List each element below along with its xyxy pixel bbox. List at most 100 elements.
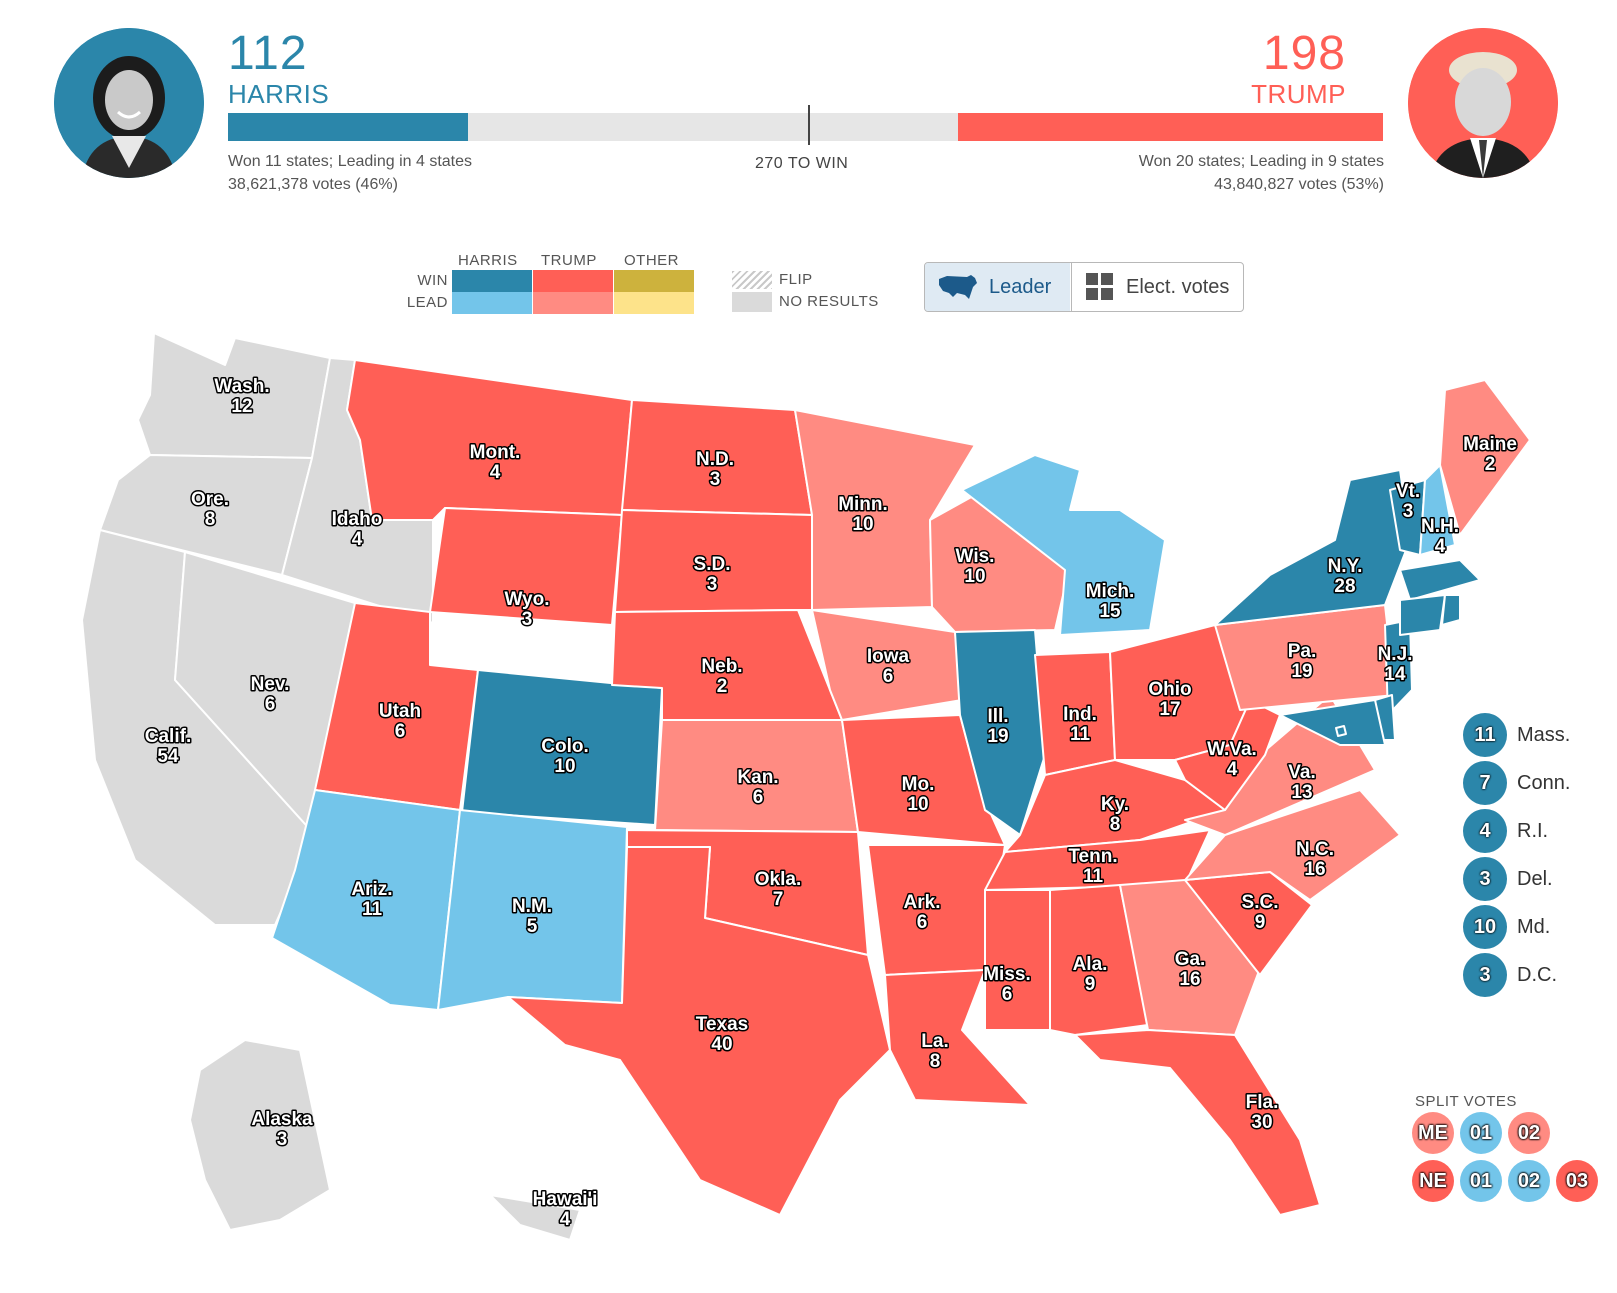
- state-label-n-h: N.H.: [1421, 516, 1459, 537]
- state-label-ark: Ark.: [904, 892, 941, 913]
- state-n-h[interactable]: [1419, 464, 1456, 556]
- split-vote-label: 02: [1517, 1121, 1541, 1144]
- state-label-n-j: N.J.: [1378, 644, 1413, 665]
- small-state-name: Mass.: [1517, 723, 1571, 746]
- small-state-row-del[interactable]: 3 Del.: [1463, 857, 1553, 901]
- state-ev-mo: 10: [907, 794, 928, 815]
- state-hawai-i[interactable]: [489, 1194, 581, 1241]
- state-wyo[interactable]: [429, 507, 623, 626]
- state-miss[interactable]: [984, 889, 1051, 1031]
- trump-portrait-icon: [1408, 28, 1558, 178]
- state-md[interactable]: [1279, 699, 1386, 746]
- state-mont[interactable]: [346, 359, 633, 521]
- small-state-ev: 3: [1479, 867, 1491, 890]
- state-mich[interactable]: [961, 454, 1166, 636]
- legend-no-results-swatch: [732, 292, 772, 312]
- state-label-ore: Ore.: [191, 489, 229, 510]
- state-label-w-va: W.Va.: [1207, 739, 1257, 760]
- state-ev-la: 8: [930, 1051, 941, 1072]
- state-ev-wis: 10: [964, 566, 985, 587]
- leader-view-button[interactable]: Leader: [925, 263, 1070, 311]
- small-state-row-r-i[interactable]: 4 R.I.: [1463, 809, 1548, 853]
- state-label-ariz: Ariz.: [351, 879, 392, 900]
- state-label-n-m: N.M.: [512, 896, 552, 917]
- state-r-i[interactable]: [1441, 594, 1461, 626]
- small-state-ev: 3: [1479, 963, 1491, 986]
- state-ev-pa: 19: [1291, 661, 1312, 682]
- trump-votes: 43,840,827 votes (53%): [1214, 176, 1384, 193]
- state-label-mo: Mo.: [902, 774, 935, 795]
- state-ev-mich: 15: [1099, 601, 1121, 622]
- state-maine[interactable]: [1439, 379, 1531, 536]
- state-ev-iowa: 6: [883, 666, 894, 687]
- state-alaska[interactable]: [189, 1039, 331, 1231]
- state-label-s-d: S.D.: [694, 554, 731, 575]
- state-label-mont: Mont.: [470, 442, 521, 463]
- state-ev-ala: 9: [1085, 974, 1096, 995]
- state-ev-n-y: 28: [1334, 576, 1355, 597]
- split-vote-me-me[interactable]: ME: [1412, 1112, 1454, 1154]
- state-ev-maine: 2: [1485, 454, 1496, 475]
- state-texas[interactable]: [507, 846, 891, 1216]
- legend-trump-lead-swatch: [533, 292, 613, 314]
- state-w-va[interactable]: [1174, 699, 1281, 811]
- legend-trump-header: TRUMP: [541, 252, 597, 269]
- state-ev-hawai-i: 4: [560, 1209, 571, 1230]
- split-vote-ne-02[interactable]: 02: [1508, 1160, 1550, 1202]
- state-ev-colo: 10: [554, 756, 575, 777]
- small-state-ev-circle: 10: [1463, 905, 1507, 949]
- state-label-va: Va.: [1288, 762, 1315, 783]
- state-ev-ill: 19: [987, 726, 1008, 747]
- state-iowa[interactable]: [811, 609, 963, 721]
- state-ala[interactable]: [1049, 884, 1149, 1036]
- state-s-d[interactable]: [614, 509, 813, 613]
- state-label-colo: Colo.: [541, 736, 589, 757]
- split-vote-ne-01[interactable]: 01: [1460, 1160, 1502, 1202]
- harris-votes: 38,621,378 votes (46%): [228, 176, 398, 193]
- split-vote-ne-ne[interactable]: NE: [1412, 1160, 1454, 1202]
- state-mo[interactable]: [841, 714, 1006, 846]
- small-state-row-conn[interactable]: 7 Conn.: [1463, 761, 1570, 805]
- legend-flip-label: FLIP: [779, 271, 813, 288]
- state-ore[interactable]: [99, 454, 313, 576]
- legend-flip-swatch: [732, 271, 772, 289]
- split-vote-label: 01: [1469, 1121, 1493, 1144]
- split-vote-label: 01: [1469, 1169, 1493, 1192]
- leader-view-label: Leader: [989, 275, 1052, 298]
- state-conn[interactable]: [1399, 594, 1446, 636]
- split-vote-ne-03[interactable]: 03: [1556, 1160, 1598, 1202]
- state-mass[interactable]: [1399, 559, 1481, 601]
- state-label-la: La.: [921, 1031, 948, 1052]
- us-map-icon: [939, 275, 977, 299]
- legend-other-header: OTHER: [624, 252, 679, 269]
- state-ev-okla: 7: [773, 889, 784, 910]
- state-ev-utah: 6: [395, 721, 406, 742]
- small-state-row-d-c[interactable]: 3 D.C.: [1463, 953, 1557, 997]
- state-ga[interactable]: [1119, 879, 1266, 1036]
- state-label-n-c: N.C.: [1296, 839, 1334, 860]
- state-label-tenn: Tenn.: [1068, 846, 1117, 867]
- state-n-y[interactable]: [1214, 469, 1411, 626]
- split-vote-me-01[interactable]: 01: [1460, 1112, 1502, 1154]
- state-d-c[interactable]: [1335, 725, 1347, 737]
- split-vote-label: 03: [1565, 1169, 1589, 1192]
- harris-ev-bar: [228, 113, 469, 141]
- split-vote-me-02[interactable]: 02: [1508, 1112, 1550, 1154]
- state-label-mich: Mich.: [1086, 581, 1135, 602]
- harris-ev-count: 112: [228, 27, 308, 80]
- state-label-utah: Utah: [379, 701, 421, 722]
- small-state-name: R.I.: [1517, 819, 1549, 842]
- small-state-ev: 10: [1473, 915, 1497, 938]
- state-label-fla: Fla.: [1246, 1092, 1279, 1113]
- state-tenn[interactable]: [984, 829, 1211, 891]
- state-ev-kan: 6: [753, 787, 764, 808]
- state-label-wyo: Wyo.: [504, 589, 549, 610]
- small-state-row-mass[interactable]: 11 Mass.: [1463, 713, 1570, 757]
- electoral-votes-view-button[interactable]: Elect. votes: [1071, 263, 1243, 311]
- trump-states-summary: Won 20 states; Leading in 9 states: [1138, 153, 1384, 170]
- small-state-ev-circle: 3: [1463, 953, 1507, 997]
- harris-name: HARRIS: [228, 79, 330, 109]
- state-fla[interactable]: [1074, 1029, 1321, 1216]
- split-vote-label: NE: [1419, 1169, 1447, 1192]
- small-state-row-md[interactable]: 10 Md.: [1463, 905, 1550, 949]
